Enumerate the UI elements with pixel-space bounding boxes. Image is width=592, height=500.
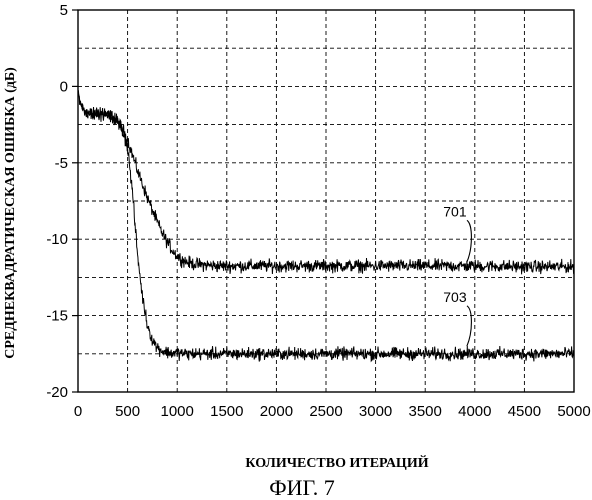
x-tick-label: 1000	[161, 403, 194, 420]
series-tag-leader	[467, 220, 472, 262]
y-tick-label: 5	[60, 2, 68, 19]
x-axis-title: КОЛИЧЕСТВО ИТЕРАЦИЙ	[245, 454, 428, 471]
y-tick-labels: 5 0 -5 -10 -15 -20	[46, 2, 78, 401]
y-tick-label: -15	[46, 308, 68, 325]
series-tag-703: 703	[443, 289, 467, 305]
series-tag-701: 701	[443, 203, 467, 219]
x-tick-label: 0	[74, 403, 82, 420]
y-axis-title: СРЕДНЕКВАДРАТИЧЕСКАЯ ОШИБКА (дБ)	[3, 67, 18, 359]
x-tick-label: 1500	[210, 403, 243, 420]
y-tick-label: -20	[46, 384, 68, 401]
x-tick-label: 4500	[508, 403, 541, 420]
series-tag-leader	[467, 306, 472, 346]
y-tick-label: -5	[55, 155, 68, 172]
x-tick-label: 4000	[458, 403, 491, 420]
figure-caption: ФИГ. 7	[269, 475, 335, 500]
x-tick-label: 500	[115, 403, 140, 420]
x-tick-label: 5000	[557, 403, 590, 420]
grid-lines	[78, 10, 574, 392]
x-tick-label: 3000	[359, 403, 392, 420]
x-tick-label: 3500	[409, 403, 442, 420]
x-tick-labels: 0 500 1000 1500 2000 2500 3000 3500 4000 4500 5000	[74, 403, 591, 420]
series-tags: 701 703	[443, 203, 471, 346]
x-tick-label: 2000	[260, 403, 293, 420]
x-tick-label: 2500	[309, 403, 342, 420]
y-tick-label: 0	[60, 78, 68, 95]
y-tick-label: -10	[46, 231, 68, 248]
